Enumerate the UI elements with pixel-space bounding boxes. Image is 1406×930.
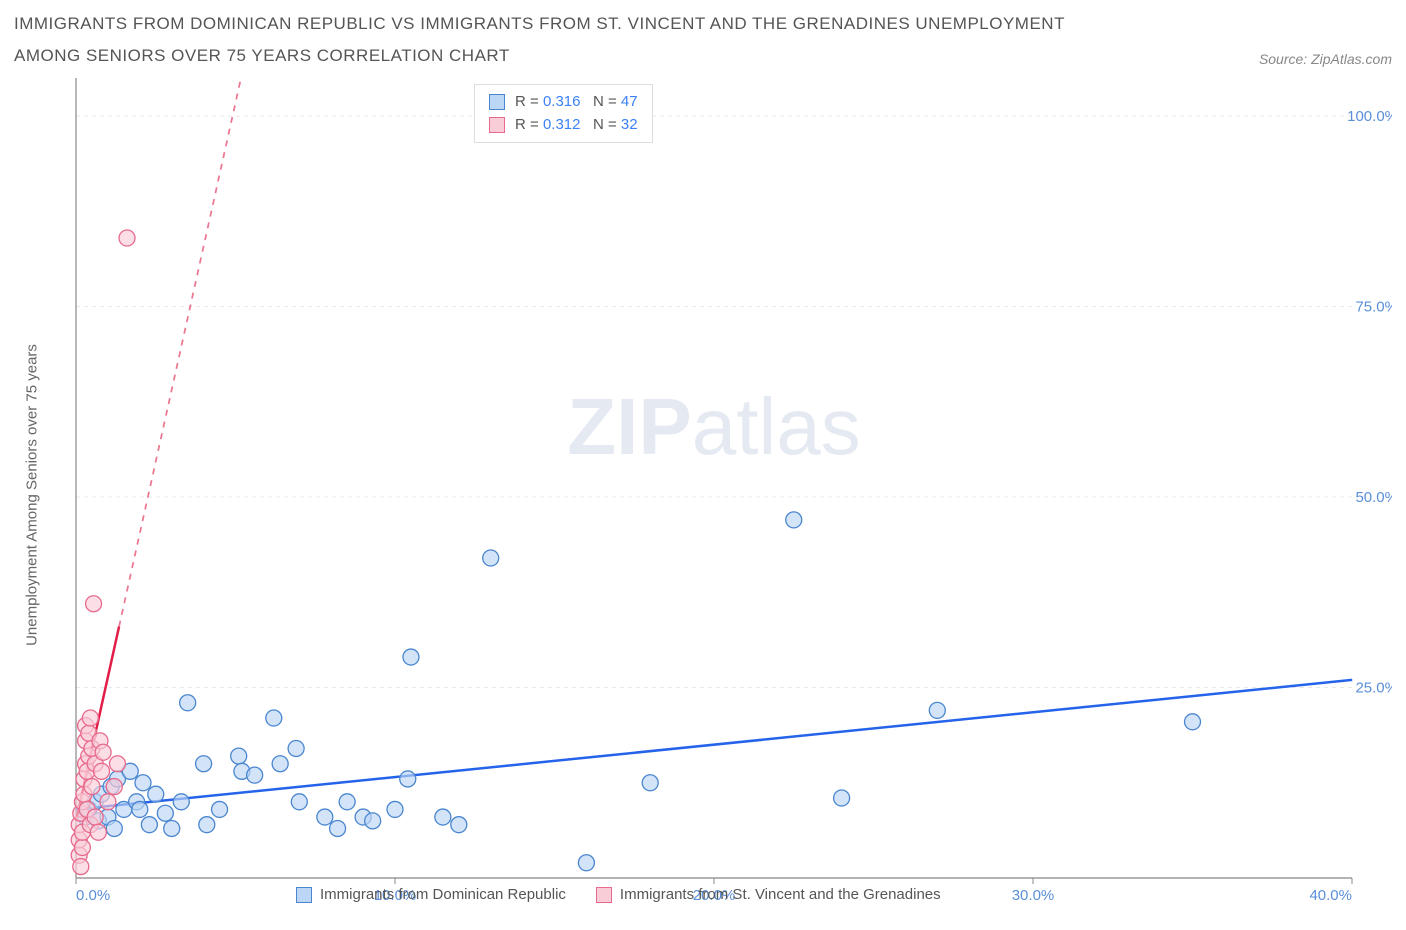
data-point — [109, 756, 125, 772]
data-point — [180, 695, 196, 711]
data-point — [387, 801, 403, 817]
y-axis-label: Unemployment Among Seniors over 75 years — [24, 344, 41, 646]
data-point — [164, 820, 180, 836]
data-point — [400, 771, 416, 787]
legend-item: Immigrants from Dominican Republic — [296, 886, 566, 903]
y-tick-label: 75.0% — [1355, 299, 1392, 316]
data-point — [148, 786, 164, 802]
data-point — [90, 824, 106, 840]
x-tick-label: 40.0% — [1309, 887, 1352, 904]
data-point — [173, 794, 189, 810]
x-tick-label: 0.0% — [76, 887, 110, 904]
data-point — [86, 596, 102, 612]
chart-title: IMMIGRANTS FROM DOMINICAN REPUBLIC VS IM… — [14, 8, 1114, 73]
data-point — [403, 649, 419, 665]
data-point — [483, 550, 499, 566]
scatter-chart: ZIPatlas25.0%50.0%75.0%100.0%0.0%10.0%20… — [14, 78, 1392, 912]
legend-swatch — [296, 887, 312, 903]
legend-stat-row: R = 0.312 N = 32 — [489, 114, 638, 137]
legend-stat-text: R = 0.312 N = 32 — [515, 114, 638, 137]
data-point — [272, 756, 288, 772]
data-point — [642, 775, 658, 791]
data-point — [199, 817, 215, 833]
legend-swatch — [596, 887, 612, 903]
data-point — [330, 820, 346, 836]
data-point — [132, 801, 148, 817]
data-point — [106, 820, 122, 836]
data-point — [141, 817, 157, 833]
legend-label: Immigrants from St. Vincent and the Gren… — [620, 886, 941, 903]
data-point — [834, 790, 850, 806]
data-point — [100, 794, 116, 810]
source-attribution: Source: ZipAtlas.com — [1259, 51, 1392, 73]
data-point — [451, 817, 467, 833]
data-point — [106, 779, 122, 795]
data-point — [84, 779, 100, 795]
data-point — [247, 767, 263, 783]
data-point — [929, 702, 945, 718]
data-point — [317, 809, 333, 825]
data-point — [73, 859, 89, 875]
legend-label: Immigrants from Dominican Republic — [320, 886, 566, 903]
legend-stat-row: R = 0.316 N = 47 — [489, 91, 638, 114]
data-point — [435, 809, 451, 825]
data-point — [291, 794, 307, 810]
watermark: ZIPatlas — [567, 382, 860, 471]
legend-stat-text: R = 0.316 N = 47 — [515, 91, 638, 114]
data-point — [87, 809, 103, 825]
y-tick-label: 100.0% — [1347, 108, 1392, 125]
trend-line — [76, 680, 1352, 810]
legend-series: Immigrants from Dominican Republic Immigr… — [296, 886, 941, 903]
data-point — [339, 794, 355, 810]
x-tick-label: 30.0% — [1012, 887, 1055, 904]
data-point — [74, 840, 90, 856]
data-point — [94, 763, 110, 779]
legend-item: Immigrants from St. Vincent and the Gren… — [596, 886, 941, 903]
data-point — [157, 805, 173, 821]
data-point — [1185, 714, 1201, 730]
data-point — [578, 855, 594, 871]
data-point — [786, 512, 802, 528]
chart-container: Unemployment Among Seniors over 75 years… — [14, 78, 1392, 912]
y-tick-label: 25.0% — [1355, 680, 1392, 697]
trend-extension — [119, 78, 283, 627]
data-point — [135, 775, 151, 791]
data-point — [231, 748, 247, 764]
data-point — [365, 813, 381, 829]
data-point — [119, 230, 135, 246]
data-point — [95, 744, 111, 760]
legend-swatch — [489, 117, 505, 133]
data-point — [82, 710, 98, 726]
data-point — [212, 801, 228, 817]
data-point — [196, 756, 212, 772]
data-point — [288, 740, 304, 756]
legend-stats: R = 0.316 N = 47 R = 0.312 N = 32 — [474, 84, 653, 143]
y-tick-label: 50.0% — [1355, 489, 1392, 506]
data-point — [266, 710, 282, 726]
legend-swatch — [489, 94, 505, 110]
